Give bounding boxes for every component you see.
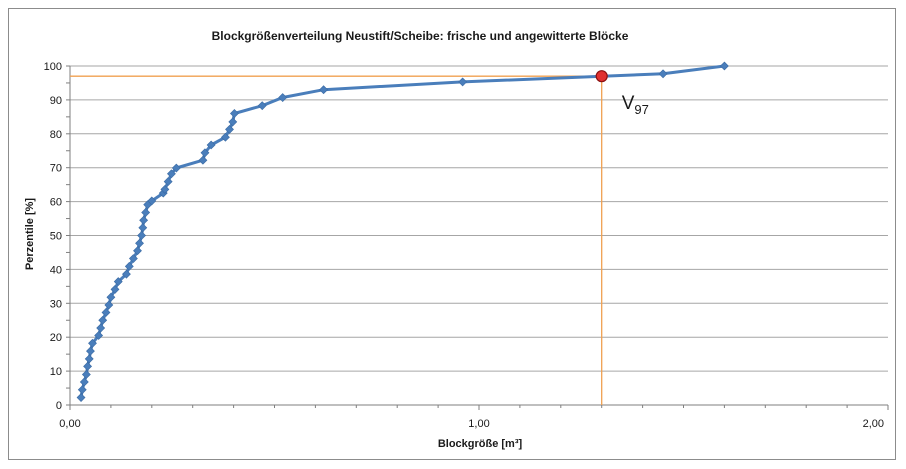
data-point xyxy=(229,109,239,118)
chart-title: Blockgrößenverteilung Neustift/Scheibe: … xyxy=(212,29,629,43)
y-tick-label: 50 xyxy=(50,231,62,243)
data-point xyxy=(81,370,91,379)
data-point xyxy=(141,208,151,217)
y-tick-label: 0 xyxy=(56,400,62,412)
highlight-label-subscript: 97 xyxy=(634,102,648,117)
data-point xyxy=(104,300,114,310)
data-point xyxy=(167,169,176,179)
x-tick-label: 1,00 xyxy=(468,418,489,430)
data-point xyxy=(458,77,468,87)
data-point xyxy=(171,163,181,173)
y-axis-label: Perzentile [%] xyxy=(24,198,36,270)
data-point xyxy=(160,184,170,194)
highlight-guide-lines xyxy=(70,75,603,405)
series-polyline xyxy=(79,64,725,398)
grid-lines xyxy=(70,65,888,372)
data-point xyxy=(278,93,288,102)
data-point xyxy=(137,231,146,240)
data-point xyxy=(225,124,234,134)
data-point xyxy=(124,261,134,271)
y-tick-label: 40 xyxy=(50,264,62,276)
data-point xyxy=(658,69,668,79)
x-tick-label: 0,00 xyxy=(59,418,80,430)
y-tick-label: 70 xyxy=(50,163,62,175)
y-tick-labels: 0 10 20 30 40 50 60 70 80 90 100 xyxy=(44,61,62,412)
data-point xyxy=(198,155,208,165)
data-point xyxy=(147,196,157,206)
data-point xyxy=(96,323,106,333)
data-point xyxy=(101,308,111,317)
data-point xyxy=(135,238,144,248)
data-point xyxy=(77,385,87,395)
data-point xyxy=(83,361,93,371)
highlight-point-group: V97 xyxy=(595,70,649,117)
data-point xyxy=(206,140,216,150)
x-axis-label: Blockgröße [m³] xyxy=(438,438,523,450)
data-point xyxy=(98,315,108,325)
data-point xyxy=(79,377,89,387)
highlight-label: V97 xyxy=(622,93,649,117)
data-point xyxy=(110,284,120,294)
data-point xyxy=(220,132,230,142)
y-tick-label: 10 xyxy=(50,366,62,378)
y-tick-label: 90 xyxy=(50,95,62,107)
data-point xyxy=(319,85,329,95)
data-point xyxy=(133,246,142,256)
data-point xyxy=(719,61,729,71)
data-point xyxy=(163,177,173,187)
data-point xyxy=(84,354,94,364)
y-tick-label: 60 xyxy=(50,197,62,209)
data-point xyxy=(200,148,210,158)
highlight-point xyxy=(595,70,608,83)
data-point xyxy=(76,393,86,402)
data-point xyxy=(257,101,267,111)
data-point xyxy=(86,346,95,356)
data-point xyxy=(228,117,238,127)
data-point xyxy=(88,338,97,348)
series-line xyxy=(79,64,725,398)
data-point xyxy=(139,215,149,225)
data-point xyxy=(113,277,123,287)
y-tick-label: 100 xyxy=(44,61,62,73)
data-point xyxy=(122,269,131,279)
data-markers xyxy=(76,61,729,402)
x-tick-label: 2,00 xyxy=(863,418,884,430)
y-tick-label: 80 xyxy=(50,129,62,141)
axes xyxy=(66,65,889,410)
data-point xyxy=(106,292,116,302)
y-tick-label: 20 xyxy=(50,332,62,344)
x-tick-labels: 0,00 1,00 2,00 xyxy=(59,418,884,430)
data-point xyxy=(138,223,148,233)
data-point xyxy=(94,331,104,340)
y-tick-label: 30 xyxy=(50,298,62,310)
data-point xyxy=(128,254,138,263)
